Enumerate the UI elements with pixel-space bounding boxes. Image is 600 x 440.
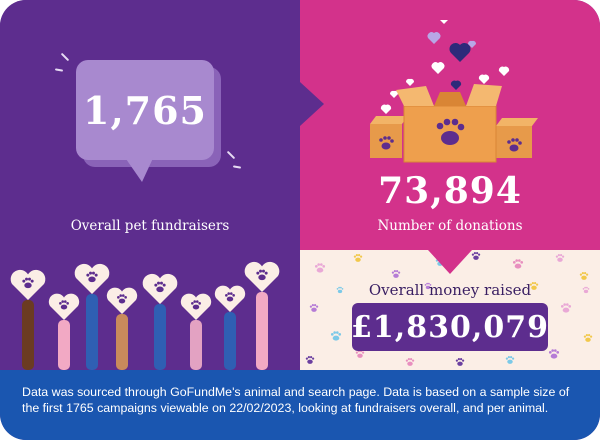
donations-value: 73,894 bbox=[378, 170, 522, 212]
boxes-icon bbox=[370, 20, 538, 163]
arm-icon bbox=[224, 312, 236, 370]
fundraisers-label: Overall pet fundraisers bbox=[70, 218, 230, 234]
speech-bubble-icon bbox=[76, 60, 214, 160]
paw-pattern-icon bbox=[305, 252, 593, 366]
arm-icon bbox=[22, 300, 34, 370]
fundraisers-value: 1,765 bbox=[83, 87, 207, 133]
arrow-right-icon bbox=[300, 82, 324, 126]
arm-icon bbox=[256, 292, 268, 370]
arrow-down-icon bbox=[428, 250, 472, 274]
arm-icon bbox=[86, 294, 98, 370]
paw-icon bbox=[256, 269, 268, 281]
paw-icon bbox=[225, 292, 235, 302]
arm-icon bbox=[190, 320, 202, 370]
footer-note: Data was sourced through GoFundMe's anim… bbox=[22, 385, 570, 415]
footer-bar bbox=[0, 370, 600, 440]
paw-icon bbox=[117, 294, 127, 304]
speech-bubble-tail bbox=[124, 156, 154, 182]
arm-icon bbox=[154, 304, 166, 370]
money-label: Overall money raised bbox=[368, 281, 532, 299]
paw-icon bbox=[154, 281, 166, 293]
paw-icon bbox=[86, 271, 98, 283]
paw-icon bbox=[191, 300, 201, 310]
heart-icon bbox=[380, 20, 510, 114]
paw-icon bbox=[59, 300, 69, 310]
raised-hands-icon bbox=[10, 261, 280, 370]
paw-icon bbox=[22, 277, 34, 289]
money-value: £1,830,079 bbox=[351, 303, 548, 351]
donations-label: Number of donations bbox=[377, 218, 523, 234]
arm-icon bbox=[58, 320, 70, 370]
arm-icon bbox=[116, 314, 128, 370]
